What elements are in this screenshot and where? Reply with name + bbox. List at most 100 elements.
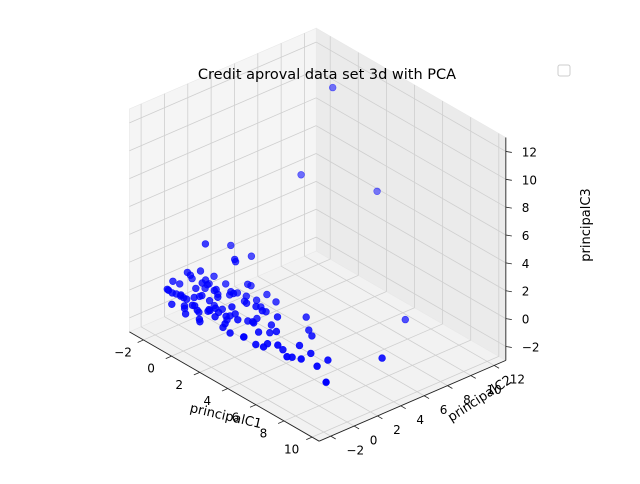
- data-point: [266, 329, 274, 337]
- data-point: [273, 313, 282, 321]
- data-point: [295, 341, 304, 350]
- data-point: [283, 353, 291, 361]
- z-gridline: [129, 97, 317, 179]
- x-axis-label: principalC1: [188, 401, 263, 432]
- x-tick: [249, 404, 257, 408]
- z-gridline: [315, 41, 507, 152]
- z-tick: [505, 151, 512, 153]
- data-point: [272, 298, 280, 306]
- z-gridline: [315, 153, 507, 264]
- y-tick-label: 8: [463, 393, 471, 407]
- data-point: [252, 296, 261, 304]
- data-point: [244, 280, 252, 288]
- y-gridline: [140, 326, 331, 437]
- data-point: [222, 280, 230, 288]
- data-point: [231, 255, 239, 264]
- axis-panes: [128, 27, 507, 442]
- z-tick-label: −2: [522, 341, 540, 355]
- data-point: [211, 313, 219, 321]
- y-tick-label: 10: [487, 383, 502, 397]
- x-tick: [165, 355, 172, 360]
- data-point: [195, 315, 204, 323]
- z-gridline: [129, 153, 317, 235]
- x-gridline: [199, 291, 387, 373]
- y-gridline: [257, 275, 448, 386]
- z-gridline: [129, 236, 317, 319]
- y-tick: [353, 425, 360, 430]
- x-gridline: [227, 307, 415, 389]
- data-point: [254, 328, 263, 336]
- y-tick: [447, 385, 453, 389]
- z-gridline: [129, 69, 317, 152]
- data-point: [373, 187, 381, 196]
- data-point: [240, 333, 248, 341]
- x-tick-label: 0: [147, 362, 155, 376]
- data-point: [274, 341, 282, 349]
- data-point: [205, 297, 214, 305]
- data-point: [222, 312, 230, 320]
- y-tick: [470, 375, 476, 379]
- y-gridline: [210, 296, 402, 407]
- data-point: [192, 284, 200, 293]
- y-tick-label: 2: [393, 423, 401, 437]
- x-gridline: [171, 274, 359, 357]
- data-point: [183, 268, 192, 277]
- z-tick-label: 0: [522, 313, 530, 327]
- x-gridline: [283, 339, 471, 422]
- y-gridline: [280, 265, 472, 376]
- z-tick-label: 2: [522, 285, 530, 299]
- x-tick-label: 6: [232, 410, 240, 424]
- z-gridline: [129, 41, 317, 124]
- data-point: [258, 307, 266, 315]
- x-tick-label: −2: [114, 346, 132, 360]
- data-point: [226, 329, 234, 337]
- x-tick: [221, 388, 228, 392]
- data-point: [378, 354, 386, 362]
- data-point: [191, 302, 199, 310]
- data-point: [305, 326, 313, 334]
- y-tick: [493, 365, 500, 369]
- data-point: [234, 316, 242, 324]
- x-tick: [306, 436, 313, 441]
- data-point: [267, 321, 276, 329]
- y-tick-label: 6: [440, 403, 448, 417]
- data-point: [263, 290, 271, 299]
- z-gridline: [129, 125, 317, 207]
- y-gridline: [234, 286, 425, 397]
- data-point: [210, 272, 218, 280]
- data-point: [201, 240, 210, 248]
- side-pane: [129, 27, 317, 333]
- data-point: [190, 293, 198, 302]
- legend-box: [557, 64, 571, 77]
- data-point: [180, 302, 189, 310]
- data-point: [324, 356, 332, 364]
- axis-ticks: −2 0 2 4 6 8 10 −2 0 2 4 6 8 10 12 −2 0 2 4 6 8 10 12: [114, 145, 539, 457]
- axis-grid: [129, 33, 507, 438]
- data-point: [297, 355, 305, 363]
- z-tick: [505, 262, 512, 265]
- y-gridline: [164, 316, 355, 427]
- data-point: [169, 277, 177, 285]
- data-point: [401, 315, 409, 324]
- data-point: [228, 303, 236, 311]
- data-point: [164, 286, 173, 294]
- data-point: [229, 289, 238, 298]
- y-tick-label: −2: [346, 443, 364, 457]
- x-tick: [193, 371, 200, 376]
- data-point: [210, 286, 219, 295]
- z-tick: [505, 178, 512, 181]
- y-tick-label: 4: [416, 413, 424, 427]
- z-gridline: [315, 97, 507, 208]
- z-tick-label: 4: [522, 257, 530, 271]
- axis-edges: [129, 137, 507, 442]
- data-point: [313, 362, 321, 370]
- chart-title: Credit aproval data set 3d with PCA: [198, 67, 456, 83]
- z-axis-label: principalC3: [579, 188, 594, 261]
- y-tick: [423, 395, 430, 399]
- data-point: [302, 313, 310, 321]
- data-point: [176, 280, 184, 288]
- data-point: [242, 299, 251, 307]
- y-tick: [377, 415, 383, 420]
